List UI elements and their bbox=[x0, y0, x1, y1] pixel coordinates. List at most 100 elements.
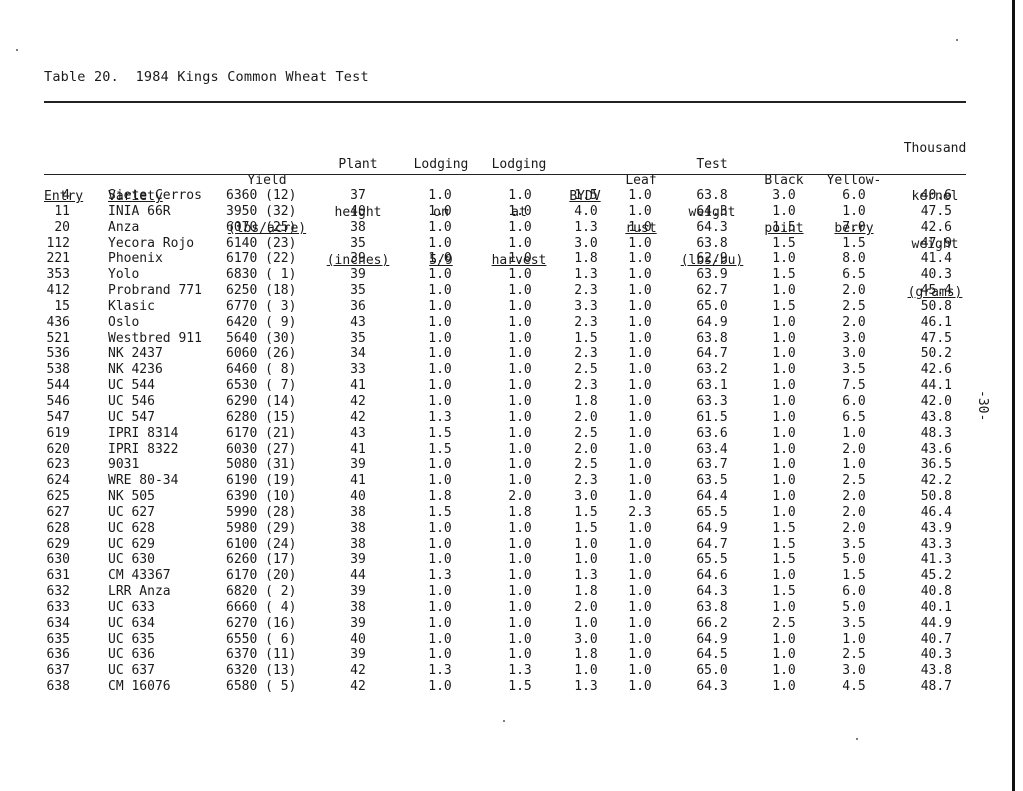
tkw-cell: 43.3 bbox=[920, 536, 952, 552]
tkw-cell: 40.3 bbox=[920, 647, 952, 663]
variety-cell: Anza bbox=[108, 219, 140, 235]
leaf-rust-cell: 1.0 bbox=[628, 489, 652, 505]
entry-cell: 521 bbox=[46, 330, 70, 346]
test-weight-cell: 64.4 bbox=[696, 489, 728, 505]
yellowberry-cell: 6.5 bbox=[842, 409, 866, 425]
lodging-59-cell: 1.0 bbox=[428, 631, 452, 647]
yellowberry-cell: 2.0 bbox=[842, 489, 866, 505]
lodging-harvest-cell: 1.0 bbox=[508, 552, 532, 568]
yellowberry-cell: 3.5 bbox=[842, 536, 866, 552]
table-row: 15 Klasic 6770 ( 3) 36 1.0 1.0 3.3 1.0 65.0 1.5 2.… bbox=[0, 299, 1000, 315]
plant-height-cell: 39 bbox=[350, 584, 366, 600]
lodging-59-cell: 1.0 bbox=[428, 219, 452, 235]
lodging-59-cell: 1.0 bbox=[428, 393, 452, 409]
leaf-rust-cell: 1.0 bbox=[628, 552, 652, 568]
test-weight-cell: 63.8 bbox=[696, 188, 728, 203]
lodging-harvest-cell: 1.0 bbox=[508, 298, 532, 314]
bydv-cell: 1.0 bbox=[574, 663, 598, 679]
plant-height-cell: 39 bbox=[350, 615, 366, 631]
plant-height-cell: 41 bbox=[350, 378, 366, 394]
entry-cell: 625 bbox=[46, 489, 70, 505]
yellowberry-cell: 1.5 bbox=[842, 568, 866, 584]
yellowberry-cell: 6.0 bbox=[842, 393, 866, 409]
yellowberry-cell: 3.0 bbox=[842, 346, 866, 362]
header-entry: Entry bbox=[44, 189, 84, 204]
bydv-cell: 1.5 bbox=[574, 330, 598, 346]
test-weight-cell: 65.0 bbox=[696, 663, 728, 679]
lodging-59-cell: 1.0 bbox=[428, 330, 452, 346]
variety-cell: UC 629 bbox=[108, 536, 155, 552]
table-top-rule bbox=[44, 101, 966, 103]
leaf-rust-cell: 1.0 bbox=[628, 409, 652, 425]
table-row: 221 Phoenix 6170 (22) 39 1.0 1.0 1.8 1.0 62.9 1.0… bbox=[0, 251, 1000, 267]
lodging-harvest-cell: 1.0 bbox=[508, 330, 532, 346]
entry-cell: 629 bbox=[46, 536, 70, 552]
black-point-cell: 1.0 bbox=[772, 647, 796, 663]
yield-cell: 6270 (16) bbox=[226, 615, 297, 631]
yellowberry-cell: 1.0 bbox=[842, 457, 866, 473]
table-row: 635 UC 635 6550 ( 6) 40 1.0 1.0 3.0 1.0 64.9 1.0 1… bbox=[0, 632, 1000, 648]
yield-cell: 6360 (12) bbox=[226, 188, 297, 203]
plant-height-cell: 40 bbox=[350, 631, 366, 647]
plant-height-cell: 37 bbox=[350, 188, 366, 203]
black-point-cell: 1.0 bbox=[772, 663, 796, 679]
table-row: 636 UC 636 6370 (11) 39 1.0 1.0 1.8 1.0 64.5 1.0 2… bbox=[0, 647, 1000, 663]
table-row: 544 UC 544 6530 ( 7) 41 1.0 1.0 2.3 1.0 63.1 1.0 7… bbox=[0, 378, 1000, 394]
variety-cell: Westbred 911 bbox=[108, 330, 202, 346]
table-row: 629 UC 629 6100 (24) 38 1.0 1.0 1.0 1.0 64.7 1.5 3… bbox=[0, 537, 1000, 553]
lodging-harvest-cell: 1.0 bbox=[508, 599, 532, 615]
yellowberry-cell: 8.0 bbox=[842, 251, 866, 267]
entry-cell: 628 bbox=[46, 520, 70, 536]
table-row: 637 UC 637 6320 (13) 42 1.3 1.3 1.0 1.0 65.0 1.0 3… bbox=[0, 663, 1000, 679]
bydv-cell: 2.3 bbox=[574, 378, 598, 394]
test-weight-cell: 64.7 bbox=[696, 346, 728, 362]
lodging-59-cell: 1.0 bbox=[428, 267, 452, 283]
bydv-cell: 1.3 bbox=[574, 679, 598, 695]
bydv-cell: 2.5 bbox=[574, 425, 598, 441]
tkw-cell: 43.8 bbox=[920, 409, 952, 425]
lodging-59-cell: 1.0 bbox=[428, 203, 452, 219]
yellowberry-cell: 7.5 bbox=[842, 378, 866, 394]
yield-cell: 5980 (29) bbox=[226, 520, 297, 536]
table-row: 631 CM 43367 6170 (20) 44 1.3 1.0 1.3 1.0 64.6 1.… bbox=[0, 568, 1000, 584]
yield-cell: 6390 (10) bbox=[226, 489, 297, 505]
black-point-cell: 1.0 bbox=[772, 346, 796, 362]
lodging-59-cell: 1.0 bbox=[428, 536, 452, 552]
lodging-harvest-cell: 1.0 bbox=[508, 425, 532, 441]
lodging-harvest-cell: 1.0 bbox=[508, 409, 532, 425]
bydv-cell: 2.3 bbox=[574, 473, 598, 489]
leaf-rust-cell: 1.0 bbox=[628, 203, 652, 219]
table-row: 630 UC 630 6260 (17) 39 1.0 1.0 1.0 1.0 65.5 1.5 5… bbox=[0, 552, 1000, 568]
yellowberry-cell: 4.5 bbox=[842, 679, 866, 695]
lodging-harvest-cell: 1.0 bbox=[508, 473, 532, 489]
entry-cell: 544 bbox=[46, 378, 70, 394]
lodging-59-cell: 1.3 bbox=[428, 663, 452, 679]
variety-cell: Yecora Rojo bbox=[108, 235, 195, 251]
table-row: 412 Probrand 771 6250 (18) 35 1.0 1.0 2.3 1.0 62… bbox=[0, 283, 1000, 299]
plant-height-cell: 35 bbox=[350, 235, 366, 251]
bydv-cell: 2.0 bbox=[574, 599, 598, 615]
scan-speck bbox=[856, 738, 858, 740]
test-weight-cell: 65.5 bbox=[696, 504, 728, 520]
table-row: 536 NK 2437 6060 (26) 34 1.0 1.0 2.3 1.0 64.7 1.0… bbox=[0, 346, 1000, 362]
header-variety: Variety bbox=[108, 189, 163, 204]
plant-height-cell: 38 bbox=[350, 504, 366, 520]
lodging-harvest-cell: 1.0 bbox=[508, 631, 532, 647]
header-leaf-rust: Leaf rust bbox=[625, 173, 657, 236]
table-row: 623 9031 5080 (31) 39 1.0 1.0 2.5 1.0 63.7 1.0 1.0… bbox=[0, 457, 1000, 473]
entry-cell: 631 bbox=[46, 568, 70, 584]
lodging-59-cell: 1.0 bbox=[428, 520, 452, 536]
yield-cell: 6420 ( 9) bbox=[226, 314, 297, 330]
lodging-harvest-cell: 1.0 bbox=[508, 188, 532, 203]
yield-cell: 6280 (15) bbox=[226, 409, 297, 425]
leaf-rust-cell: 1.0 bbox=[628, 298, 652, 314]
variety-cell: Probrand 771 bbox=[108, 283, 202, 299]
entry-cell: 536 bbox=[46, 346, 70, 362]
variety-cell: Yolo bbox=[108, 267, 140, 283]
bydv-cell: 2.0 bbox=[574, 441, 598, 457]
leaf-rust-cell: 1.0 bbox=[628, 631, 652, 647]
tkw-cell: 43.8 bbox=[920, 663, 952, 679]
yield-cell: 6060 (26) bbox=[226, 346, 297, 362]
lodging-59-cell: 1.0 bbox=[428, 188, 452, 203]
test-weight-cell: 65.5 bbox=[696, 552, 728, 568]
